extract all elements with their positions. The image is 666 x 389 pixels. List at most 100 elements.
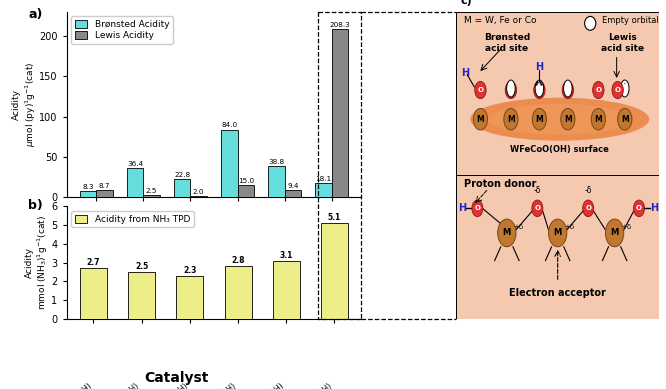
Text: 5.1: 5.1 [328,213,341,222]
Bar [143,195,160,198]
Text: 2.5: 2.5 [146,188,157,194]
Ellipse shape [535,80,543,97]
Bar [238,185,254,198]
Text: FeCoO(OH): FeCoO(OH) [150,381,190,389]
Text: 8.3: 8.3 [83,184,94,189]
Text: O: O [536,87,542,93]
Ellipse shape [621,80,629,97]
Circle shape [532,109,547,130]
Text: -δ: -δ [585,186,592,195]
Text: O: O [595,87,601,93]
Text: Empty orbital: Empty orbital [603,16,659,25]
Circle shape [633,200,645,217]
Bar [284,190,301,198]
Circle shape [472,200,483,217]
Text: FeO(OH): FeO(OH) [62,381,93,389]
Text: M: M [595,115,602,124]
Text: Brønsted
acid site: Brønsted acid site [484,33,530,53]
Bar [273,261,300,319]
Text: 36.4: 36.4 [127,161,143,167]
Text: 9.4: 9.4 [287,183,298,189]
Text: 22.8: 22.8 [174,172,190,178]
Bar [268,166,284,198]
Text: O: O [615,87,621,93]
Bar [97,190,113,198]
Circle shape [474,109,488,130]
Bar [80,268,107,319]
Text: O: O [636,205,642,211]
Text: 18.1: 18.1 [315,175,332,182]
Text: O: O [478,87,484,93]
Ellipse shape [507,80,515,97]
Text: 84.0: 84.0 [221,123,237,128]
Circle shape [605,219,624,247]
Bar [176,276,203,319]
Text: +δ: +δ [564,224,574,230]
Text: 3.1: 3.1 [280,251,293,260]
Text: WFeCoO(OH) surface: WFeCoO(OH) surface [510,145,609,154]
Text: 2.0: 2.0 [193,189,204,194]
Text: ·: · [623,79,627,89]
Bar [224,266,252,319]
Text: 15.0: 15.0 [238,178,254,184]
Ellipse shape [470,98,649,141]
Text: O: O [585,205,591,211]
Text: M: M [611,228,619,237]
Text: WFeO(OH): WFeO(OH) [248,381,286,389]
Text: M: M [507,115,515,124]
Text: WCoO(OH): WCoO(OH) [199,381,238,389]
Text: +δ: +δ [513,224,523,230]
Text: Lewis
acid site: Lewis acid site [601,33,644,53]
Text: CoO(OH): CoO(OH) [109,381,142,389]
Text: H: H [458,203,466,213]
Circle shape [549,219,567,247]
FancyBboxPatch shape [456,12,659,175]
Text: O: O [534,205,540,211]
Text: 2.3: 2.3 [183,266,196,275]
Text: WFeCoO(OH): WFeCoO(OH) [288,381,334,389]
Text: H: H [650,203,658,213]
Text: H: H [535,62,543,72]
Ellipse shape [563,80,572,97]
Bar [332,29,348,198]
Text: M: M [477,115,484,124]
Circle shape [475,81,486,99]
Text: O: O [474,205,480,211]
Bar [80,191,97,198]
Circle shape [533,81,545,99]
Text: a): a) [28,8,43,21]
Text: Proton donor: Proton donor [464,179,537,189]
Text: M: M [564,115,571,124]
Text: +δ: +δ [621,224,631,230]
Text: H: H [461,68,470,78]
Circle shape [583,200,593,217]
Text: M: M [535,115,543,124]
Text: 2.8: 2.8 [231,256,245,265]
Circle shape [498,219,516,247]
Bar [127,168,143,198]
Text: M = W, Fe or Co: M = W, Fe or Co [464,16,537,25]
Text: b): b) [28,198,43,212]
Text: M: M [553,228,562,237]
Text: 8.7: 8.7 [99,183,111,189]
Text: Catalyst: Catalyst [145,371,208,385]
Bar [174,179,190,198]
Text: O: O [565,87,571,93]
Text: c): c) [460,0,472,5]
Circle shape [562,81,573,99]
Legend: Brønsted Acidity, Lewis Acidity: Brønsted Acidity, Lewis Acidity [71,16,172,44]
FancyBboxPatch shape [456,12,659,319]
Bar [190,196,207,198]
Bar [128,272,155,319]
Text: M: M [503,228,511,237]
Bar [221,130,238,198]
Ellipse shape [585,16,596,30]
Bar [321,223,348,319]
Circle shape [503,109,518,130]
Circle shape [505,81,517,99]
Text: M: M [621,115,629,124]
Text: O: O [508,87,514,93]
Circle shape [593,81,604,99]
Bar [315,183,332,198]
Text: -δ: -δ [533,186,541,195]
